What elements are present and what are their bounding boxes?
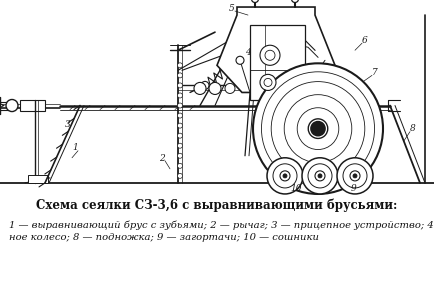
Circle shape — [353, 174, 357, 178]
Circle shape — [178, 63, 183, 68]
Circle shape — [209, 82, 221, 94]
Circle shape — [253, 63, 383, 194]
Circle shape — [178, 103, 183, 108]
Text: 5: 5 — [229, 4, 235, 13]
Circle shape — [267, 158, 303, 194]
Circle shape — [236, 56, 244, 64]
Text: 2: 2 — [159, 154, 165, 163]
Text: Схема сеялки СЗ-3,6 с выравнивающими брусьями:: Схема сеялки СЗ-3,6 с выравнивающими бру… — [36, 198, 398, 211]
Circle shape — [292, 0, 299, 2]
Circle shape — [178, 123, 183, 128]
Circle shape — [178, 153, 183, 158]
Circle shape — [311, 122, 325, 136]
Circle shape — [178, 73, 183, 78]
Circle shape — [302, 158, 338, 194]
Circle shape — [297, 108, 339, 149]
Circle shape — [261, 72, 375, 185]
Circle shape — [178, 163, 183, 168]
Circle shape — [284, 95, 352, 163]
Circle shape — [178, 173, 183, 178]
Text: 7: 7 — [372, 68, 378, 77]
Circle shape — [271, 82, 365, 176]
Text: 9: 9 — [351, 184, 357, 194]
Circle shape — [178, 93, 183, 98]
Text: 4: 4 — [245, 48, 251, 57]
Circle shape — [6, 100, 18, 112]
Text: 8: 8 — [410, 124, 416, 133]
Circle shape — [280, 171, 290, 181]
Circle shape — [318, 174, 322, 178]
Text: 1: 1 — [72, 143, 78, 152]
Circle shape — [194, 82, 206, 94]
Text: 1 — выравнивающий брус с зубьями; 2 — рычаг; 3 — прицепное устройство; 4 — натяж: 1 — выравнивающий брус с зубьями; 2 — ры… — [9, 220, 434, 242]
Circle shape — [260, 74, 276, 90]
Polygon shape — [20, 100, 45, 110]
Circle shape — [178, 143, 183, 148]
Text: 6: 6 — [362, 36, 368, 45]
Polygon shape — [217, 7, 335, 92]
Circle shape — [337, 158, 373, 194]
Circle shape — [225, 83, 235, 94]
Circle shape — [273, 164, 297, 188]
Circle shape — [178, 83, 183, 88]
Circle shape — [260, 45, 280, 65]
Circle shape — [350, 171, 360, 181]
Polygon shape — [28, 175, 48, 183]
Text: 10: 10 — [290, 184, 302, 194]
Circle shape — [178, 133, 183, 138]
Circle shape — [315, 171, 325, 181]
Circle shape — [264, 78, 272, 86]
Circle shape — [283, 174, 287, 178]
Circle shape — [178, 113, 183, 118]
Circle shape — [308, 119, 328, 138]
Polygon shape — [250, 25, 305, 100]
Text: 3: 3 — [65, 120, 71, 129]
Circle shape — [343, 164, 367, 188]
Circle shape — [265, 50, 275, 60]
Circle shape — [201, 81, 209, 89]
Circle shape — [251, 0, 259, 2]
Circle shape — [308, 164, 332, 188]
